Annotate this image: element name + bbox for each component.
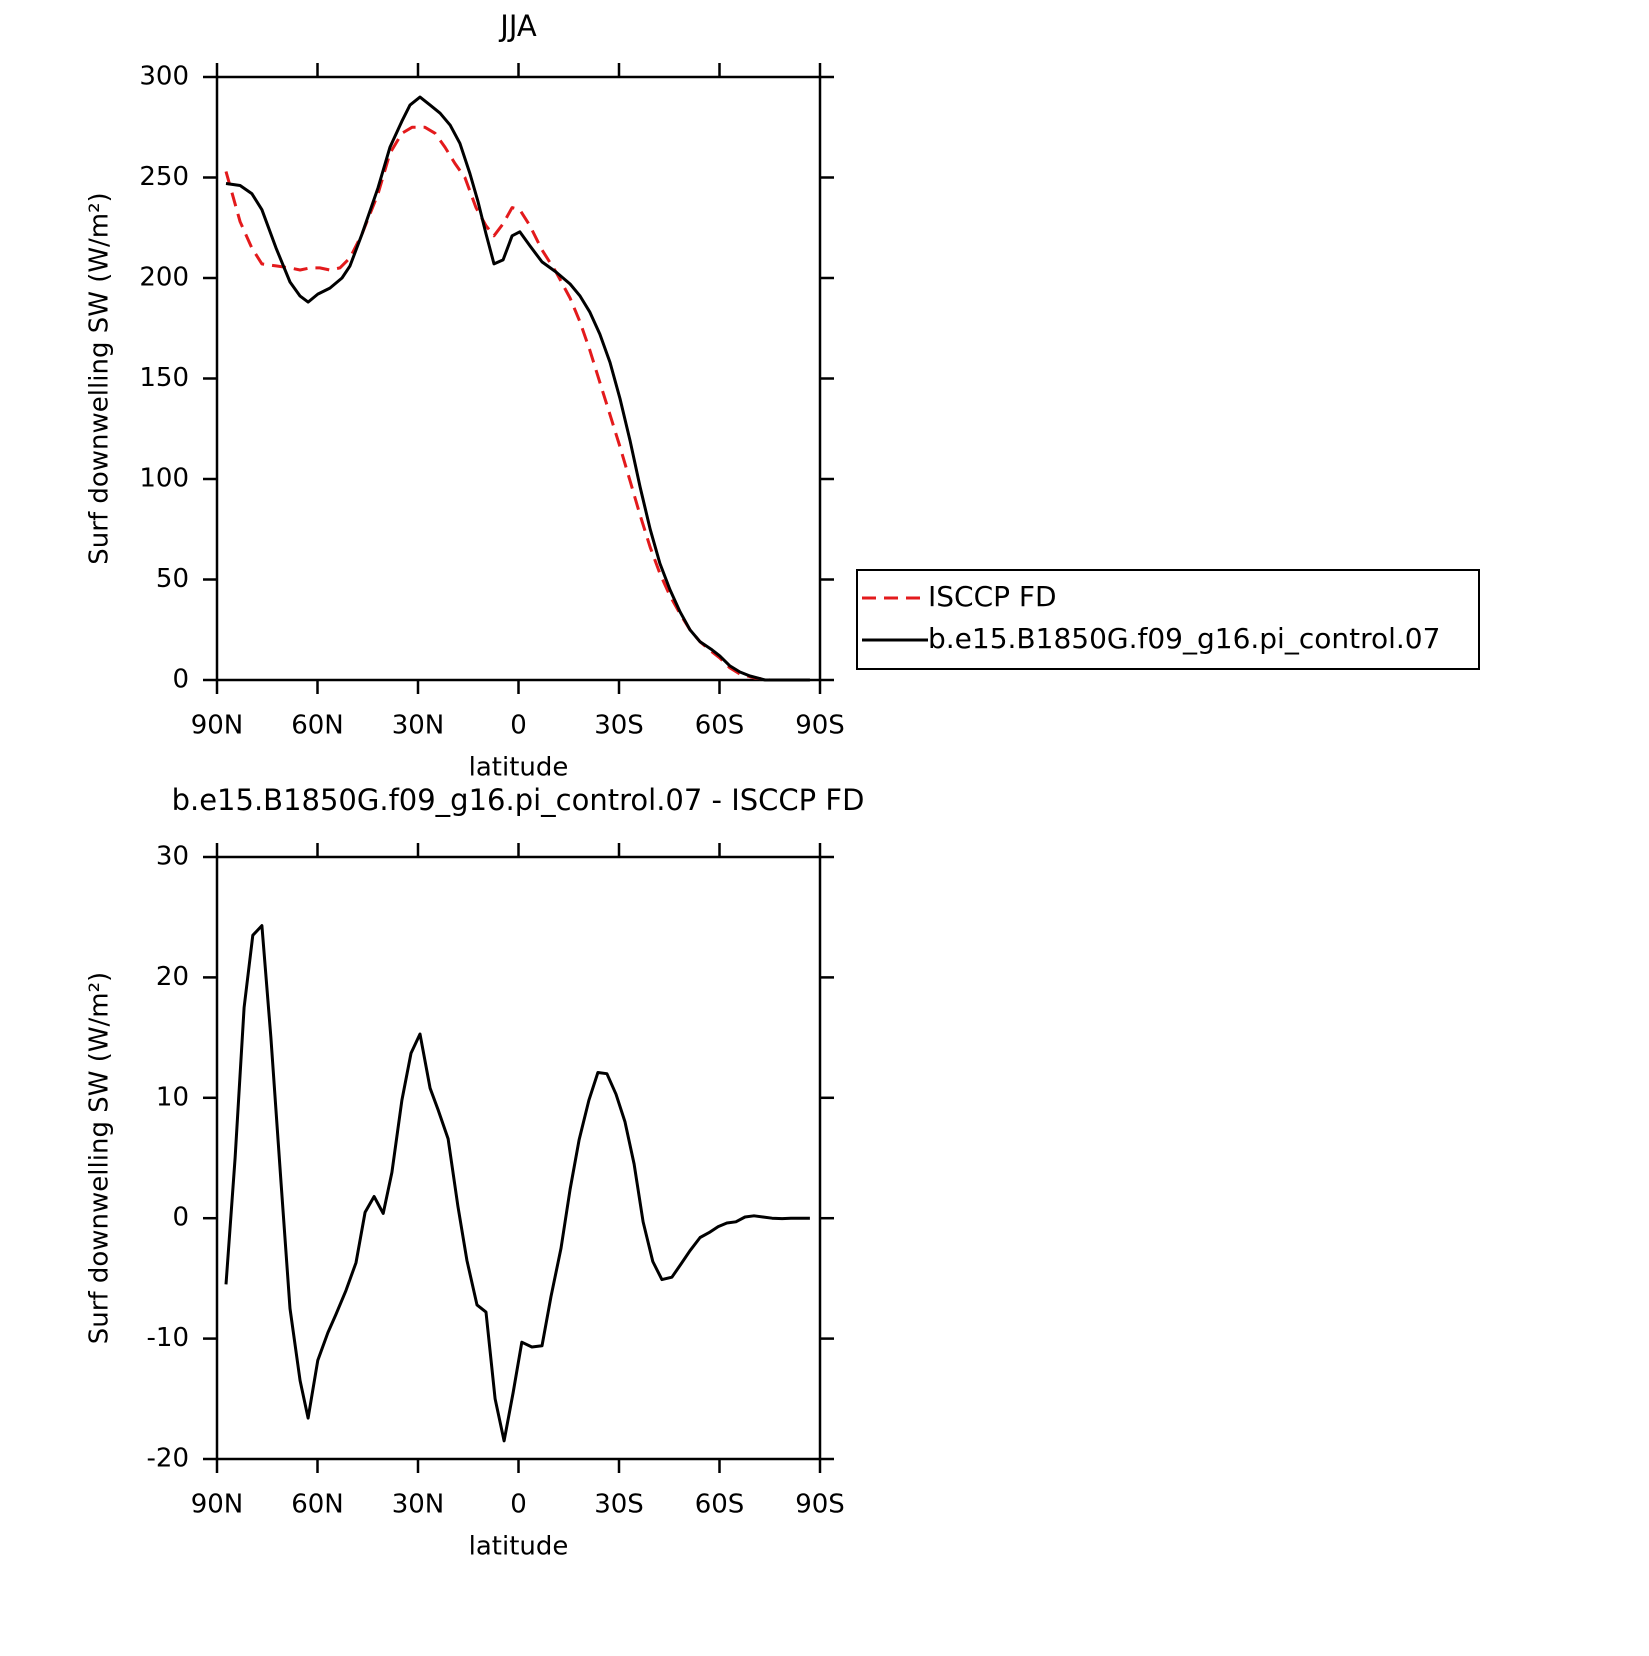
x-tick-label: 30S — [594, 711, 644, 741]
y-tick-label: 250 — [139, 162, 189, 192]
y-tick-label: 200 — [139, 263, 189, 293]
x-tick-label: 90N — [191, 711, 244, 741]
legend-label: b.e15.B1850G.f09_g16.pi_control.07 — [928, 622, 1440, 655]
chart-title: JJA — [498, 9, 537, 43]
y-tick-label: 0 — [172, 1203, 189, 1233]
data-line — [225, 95, 810, 682]
y-tick-label: -10 — [147, 1323, 189, 1353]
y-tick-label: 50 — [156, 564, 189, 594]
x-tick-label: 0 — [510, 1490, 527, 1520]
x-tick-label: 0 — [510, 711, 527, 741]
x-tick-label: 30N — [392, 711, 445, 741]
x-tick-label: 60S — [695, 1490, 745, 1520]
legend-box — [856, 569, 1480, 670]
x-tick-label: 30S — [594, 1490, 644, 1520]
y-tick-label: 30 — [156, 842, 189, 872]
plot-frame — [215, 75, 822, 682]
x-tick-label: 60S — [695, 711, 745, 741]
y-axis-label: Surf downwelling SW (W/m²) — [85, 192, 115, 564]
y-axis-label: Surf downwelling SW (W/m²) — [85, 972, 115, 1344]
y-tick-label: -20 — [147, 1444, 189, 1474]
x-tick-label: 60N — [291, 711, 344, 741]
x-axis-label: latitude — [469, 1532, 569, 1562]
x-tick-label: 90S — [795, 711, 845, 741]
x-axis-label: latitude — [469, 753, 569, 783]
y-tick-label: 0 — [172, 665, 189, 695]
y-tick-label: 300 — [139, 62, 189, 92]
data-line — [224, 125, 810, 682]
x-tick-label: 90N — [191, 1490, 244, 1520]
x-tick-label: 60N — [291, 1490, 344, 1520]
chart-title: b.e15.B1850G.f09_g16.pi_control.07 - ISC… — [172, 783, 865, 817]
x-tick-label: 90S — [795, 1490, 845, 1520]
data-line — [224, 924, 810, 1443]
y-tick-label: 150 — [139, 363, 189, 393]
x-tick-label: 30N — [392, 1490, 445, 1520]
y-tick-label: 100 — [139, 464, 189, 494]
legend-label: ISCCP FD — [928, 580, 1057, 613]
y-tick-label: 10 — [156, 1082, 189, 1112]
y-tick-label: 20 — [156, 962, 189, 992]
